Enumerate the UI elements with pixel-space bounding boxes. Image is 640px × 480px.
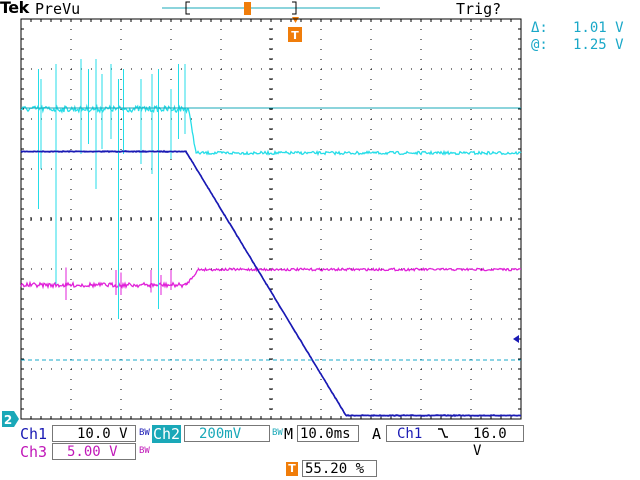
cursor-at-label: @:	[531, 37, 548, 53]
brand-logo: Tek	[0, 0, 29, 17]
ch3-scale[interactable]: 5.00 V	[52, 443, 136, 460]
channel-2-ground-marker[interactable]: 2	[2, 411, 19, 427]
trigger-position-marker[interactable]: T	[288, 27, 302, 42]
trigger-status: Trig?	[456, 0, 502, 18]
ch1-label[interactable]: Ch1	[20, 425, 48, 443]
trigger-level-arrow[interactable]	[513, 335, 519, 343]
graticule	[20, 18, 522, 420]
svg-text:T: T	[291, 29, 299, 42]
traces	[20, 59, 522, 418]
cursor-delta-label: Δ:	[531, 20, 548, 36]
trigger-settings[interactable]: Ch1 16.0 V	[386, 425, 524, 459]
trigger-level: 16.0 V	[473, 426, 507, 459]
ch3-label[interactable]: Ch3	[20, 443, 48, 461]
trace-ch3	[20, 266, 522, 290]
ch1-scale[interactable]: 10.0 V	[52, 425, 136, 442]
ch1-bw-icon: BW	[139, 428, 150, 438]
ch3-bw-icon: BW	[139, 446, 150, 456]
cursor-at-value: 1.25 V	[573, 37, 624, 53]
trace-ch1-overlay	[21, 150, 521, 417]
trigger-position-percent[interactable]: 55.20 %	[302, 460, 377, 477]
ch2-scale[interactable]: 200mV	[184, 425, 270, 442]
trigger-mode[interactable]: A	[372, 425, 382, 443]
timebase-value[interactable]: 10.0ms	[297, 425, 359, 442]
trigger-position-icon: T	[286, 462, 298, 476]
trace-ch2	[20, 103, 522, 157]
ch2-label[interactable]: Ch2	[152, 425, 182, 443]
trigger-source: Ch1	[397, 426, 423, 442]
svg-text:2: 2	[4, 413, 12, 427]
ch2-bw-icon: BW	[272, 428, 283, 438]
falling-edge-icon	[437, 426, 449, 445]
cursor-delta-value: 1.01 V	[573, 20, 624, 36]
acquisition-mode: PreVu	[35, 0, 81, 18]
timebase-label: M	[284, 425, 294, 443]
